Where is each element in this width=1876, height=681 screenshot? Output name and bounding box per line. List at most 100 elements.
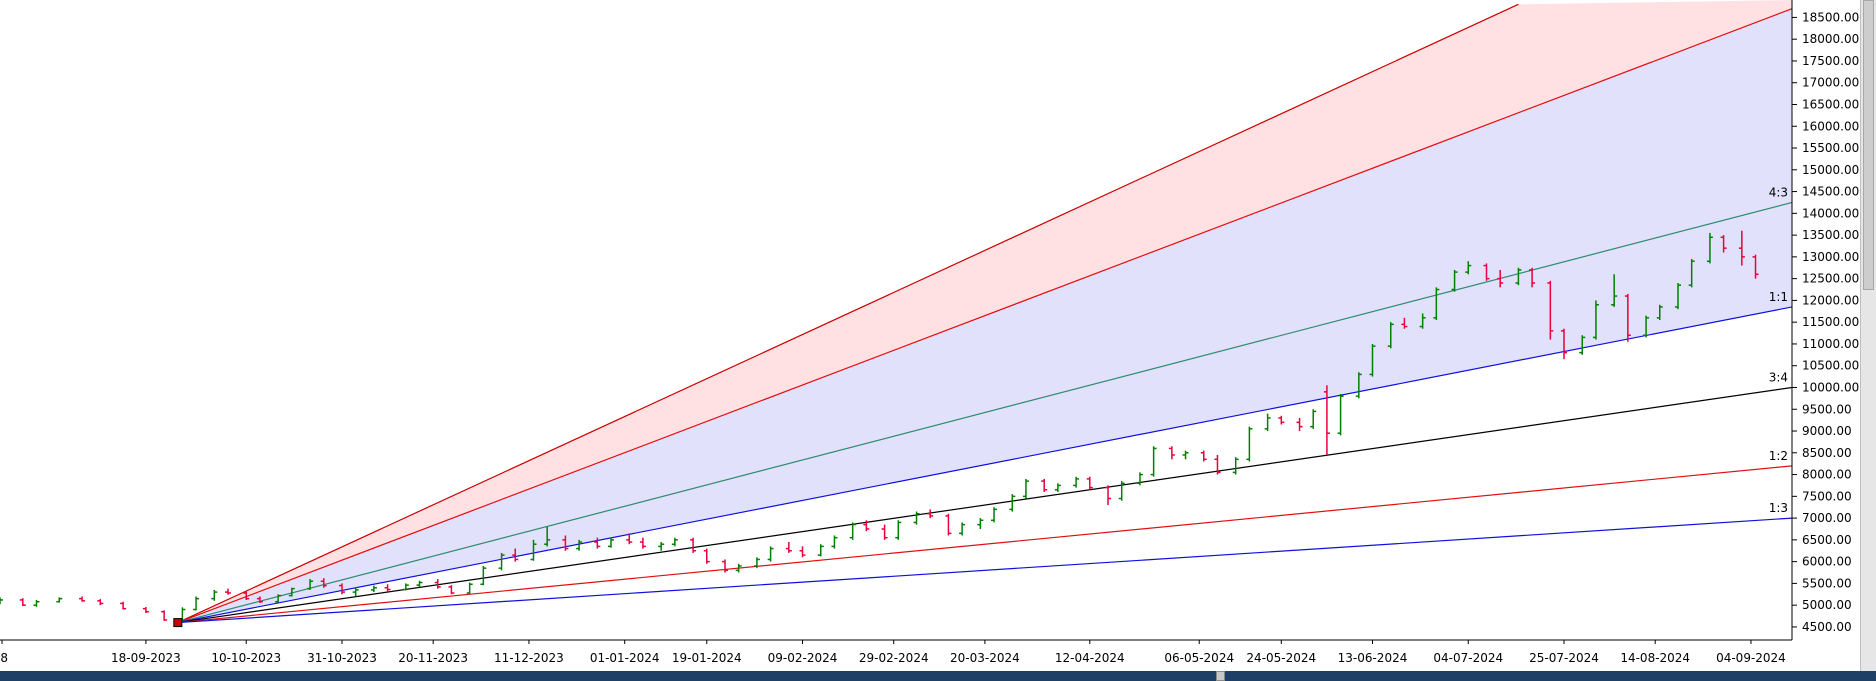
candle-2024-04-09: [1073, 476, 1080, 488]
x-tick-label: 25-07-2024: [1529, 651, 1599, 665]
candle-2023-10-24: [307, 579, 314, 590]
candle-2024-08-05: [1611, 274, 1618, 307]
candle-2024-08-22: [1688, 259, 1695, 288]
y-tick-label: 7500.00: [1802, 489, 1852, 503]
y-tick-label: 13000.00: [1802, 250, 1859, 264]
x-tick-label: 18-09-2023: [111, 651, 181, 665]
fan-line-1-1: [177, 306, 1793, 624]
y-tick-label: 13500.00: [1802, 228, 1859, 242]
candle-2023-11-07: [370, 585, 377, 593]
fan-label-1-1: 1:1: [1769, 290, 1788, 304]
candle-2024-05-24: [1278, 415, 1285, 425]
candle-2023-11-21: [434, 579, 441, 589]
y-tick-label: 11500.00: [1802, 315, 1859, 329]
fan-line-4-3: [177, 201, 1793, 624]
fan-shade-upper: [177, 0, 1793, 623]
candle-2024-02-06: [785, 542, 792, 553]
fan-labels: 4:3 1:1 3:4 1:2 1:3: [1769, 185, 1788, 515]
y-tick-label: 10500.00: [1802, 359, 1859, 373]
candle-2024-08-29: [1720, 235, 1727, 253]
candle-2024-07-25: [1561, 328, 1568, 360]
candle-2023-11-10: [384, 584, 391, 592]
candle-2023-11-03: [352, 587, 359, 597]
candle-2024-04-02: [1041, 478, 1048, 492]
y-tick-label: 18000.00: [1802, 32, 1859, 46]
x-tick-label: 24-05-2024: [1246, 651, 1316, 665]
candle-2023-10-06: [224, 588, 231, 595]
candle-2023-12-12: [530, 539, 537, 561]
candle-2023-11-17: [416, 580, 423, 587]
candle-2024-02-20: [849, 522, 856, 540]
x-tick-label: 10-10-2023: [211, 651, 281, 665]
x-tick-label: 20-11-2023: [398, 651, 468, 665]
candle-2024-07-08: [1483, 263, 1490, 281]
price-candles: [0, 230, 1759, 622]
y-tick-label: 4500.00: [1802, 620, 1852, 634]
y-tick-label: 6500.00: [1802, 533, 1852, 547]
x-axis: 8 18-09-2023 10-10-2023 31-10-2023 20-11-202…: [0, 640, 1786, 665]
candle-2024-07-04: [1465, 261, 1472, 275]
candle-2023-11-28: [466, 582, 473, 594]
candle-2023-09-04: [79, 596, 86, 602]
candle-2024-08-26: [1706, 232, 1713, 264]
candle-2023-12-19: [562, 535, 569, 551]
candle-2024-06-24: [1419, 313, 1426, 329]
candle-2023-12-08: [512, 548, 519, 562]
y-tick-label: 5500.00: [1802, 576, 1852, 590]
candle-2024-04-12: [1086, 476, 1093, 490]
x-tick-label: 09-02-2024: [768, 651, 838, 665]
y-tick-label: 7000.00: [1802, 511, 1852, 525]
candle-2024-07-29: [1579, 335, 1586, 355]
fan-line-steep-1: [177, 8, 1793, 624]
candle-2024-02-09: [799, 546, 806, 558]
candle-2023-08-22: [19, 598, 26, 607]
candle-2023-10-17: [275, 594, 282, 603]
candle-2023-08-17: [0, 597, 3, 605]
y-tick-label: 15500.00: [1802, 141, 1859, 155]
candle-2024-07-22: [1547, 280, 1554, 340]
candle-2024-06-13: [1369, 343, 1376, 377]
candle-2024-01-12: [671, 537, 678, 547]
candle-2024-02-02: [767, 546, 774, 562]
candle-2023-12-22: [576, 539, 583, 551]
y-tick-label: 16000.00: [1802, 119, 1859, 133]
candle-2024-02-16: [831, 535, 838, 549]
candle-2024-05-28: [1296, 417, 1303, 432]
vertical-scrollbar[interactable]: [1860, 0, 1876, 671]
y-tick-label: 15000.00: [1802, 163, 1859, 177]
candle-2023-12-26: [594, 537, 601, 549]
vertical-scrollbar-thumb[interactable]: [1863, 0, 1874, 290]
y-tick-label: 14500.00: [1802, 185, 1859, 199]
candle-2024-02-27: [881, 524, 888, 540]
candle-2023-10-10: [243, 591, 250, 600]
candle-2023-10-27: [320, 578, 327, 588]
x-tick-label: 04-09-2024: [1716, 651, 1786, 665]
candle-2024-08-15: [1656, 304, 1663, 320]
x-tick-label: 12-04-2024: [1055, 651, 1125, 665]
y-axis: 4500.00 5000.00 5500.00 6000.00 6500.00 7000.…: [1792, 10, 1859, 634]
candle-2024-08-12: [1643, 315, 1650, 338]
candle-2023-12-05: [498, 552, 505, 571]
candle-2024-06-27: [1433, 287, 1440, 320]
candle-2023-09-08: [97, 599, 104, 606]
horizontal-scrollbar[interactable]: [0, 671, 1876, 681]
fan-label-1-2: 1:2: [1769, 449, 1788, 463]
x-tick-label: 14-08-2024: [1620, 651, 1690, 665]
candle-2024-04-23: [1136, 472, 1143, 486]
y-tick-label: 5000.00: [1802, 598, 1852, 612]
candle-2024-06-17: [1387, 322, 1394, 349]
y-tick-label: 12500.00: [1802, 272, 1859, 286]
fan-origin-marker[interactable]: [173, 618, 183, 628]
candle-2024-03-19: [977, 518, 984, 529]
fan-label-3-4: 3:4: [1769, 370, 1788, 384]
candle-2024-07-11: [1497, 269, 1504, 288]
candle-2024-04-16: [1105, 485, 1112, 506]
horizontal-scrollbar-thumb[interactable]: [1216, 671, 1225, 681]
candle-2023-08-25: [33, 599, 40, 607]
y-tick-label: 9000.00: [1802, 424, 1852, 438]
candle-2023-08-30: [56, 597, 63, 603]
candle-2024-03-29: [1022, 478, 1029, 499]
y-tick-label: 16500.00: [1802, 97, 1859, 111]
price-chart[interactable]: 4:3 1:1 3:4 1:2 1:3 4500.00 5000.00 5500.00 600…: [0, 0, 1860, 671]
candle-2024-06-10: [1355, 372, 1362, 399]
